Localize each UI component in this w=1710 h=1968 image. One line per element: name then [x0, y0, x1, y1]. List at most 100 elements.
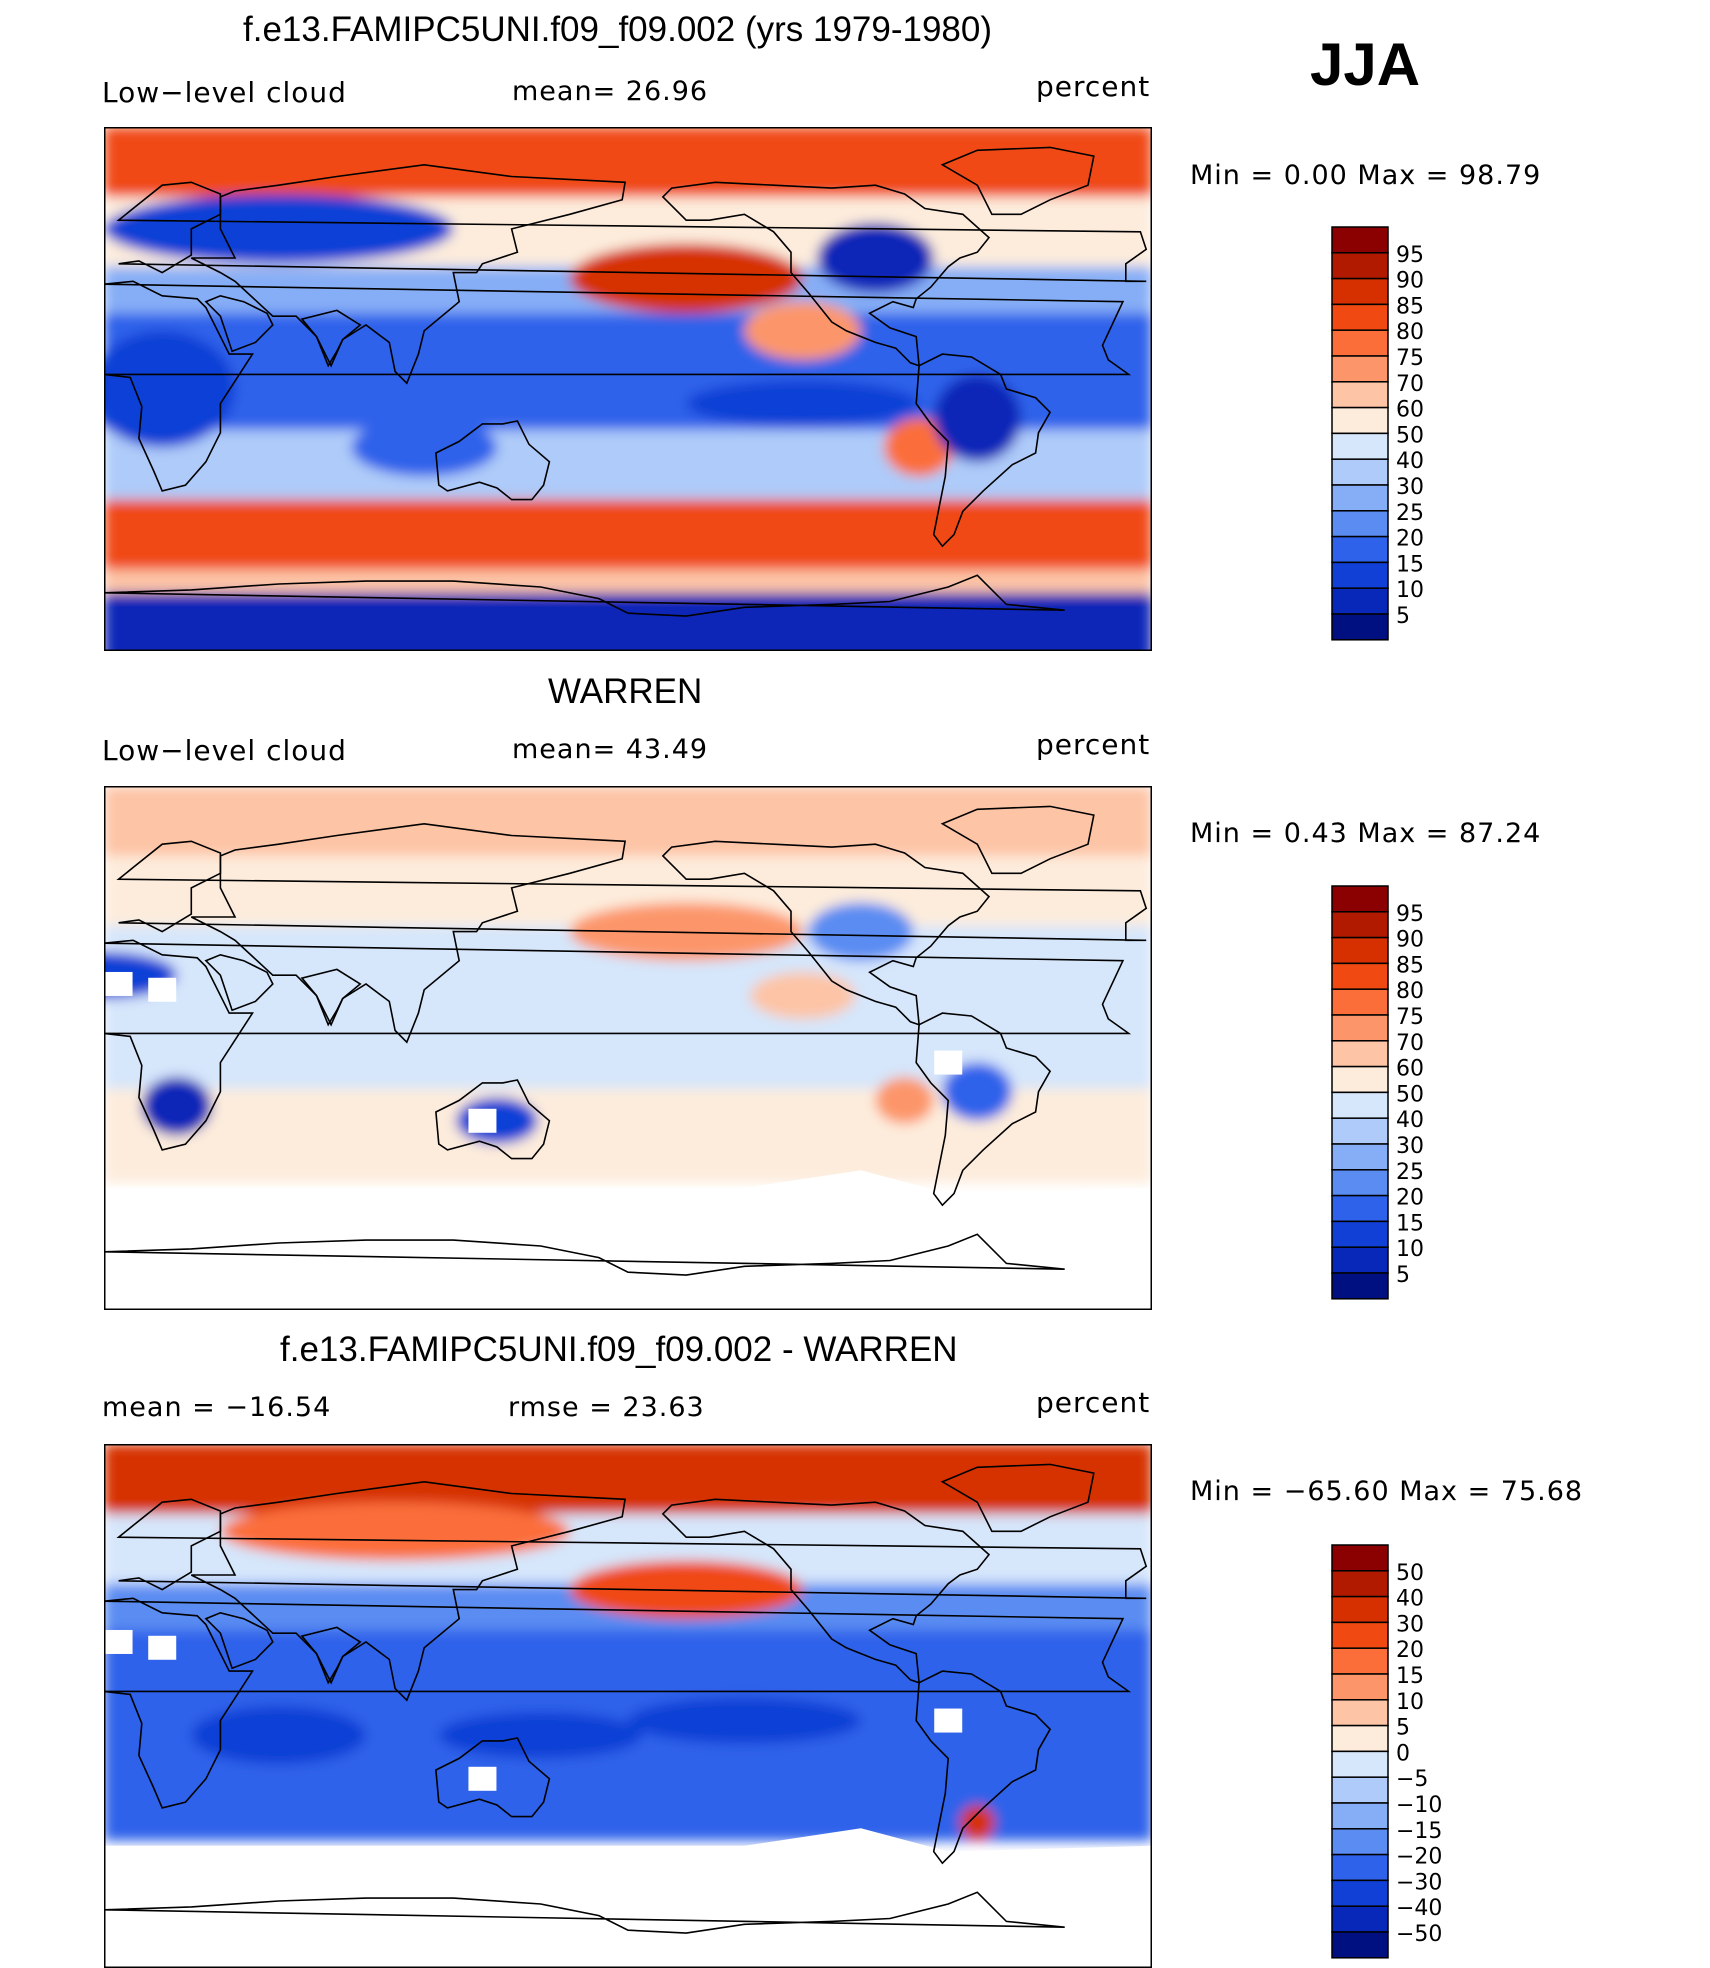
coastline	[204, 294, 274, 353]
colorbar-2-tick-label: 5	[1396, 1263, 1410, 1288]
field-feature	[628, 1697, 861, 1744]
colorbar-2-segment	[1331, 988, 1389, 1016]
coastline	[104, 939, 1132, 1151]
field-feature	[351, 418, 497, 477]
colorbar-1-segment	[1331, 613, 1389, 641]
colorbar-1-segment	[1331, 535, 1389, 564]
coastline	[300, 1626, 362, 1685]
colorbar-1-tick-label: 85	[1396, 294, 1424, 319]
colorbar-2-segment	[1331, 1246, 1389, 1274]
panel-3-rmse-label: rmse = 23.63	[508, 1392, 705, 1423]
missing-data-cell	[934, 1050, 963, 1075]
coastline	[104, 1891, 1065, 1934]
colorbar-2-segment	[1331, 1065, 1389, 1094]
colorbar-3-tick-label: 20	[1396, 1638, 1424, 1663]
field-band	[104, 972, 1152, 997]
colorbar-2-tick-label: 60	[1396, 1057, 1424, 1082]
colorbar-2-segment	[1331, 1220, 1389, 1248]
panel-1-minmax: Min = 0.00 Max = 98.79	[1190, 160, 1542, 191]
missing-data-cell	[104, 1629, 133, 1654]
field-band	[104, 336, 1152, 361]
missing-data-cell	[148, 1635, 177, 1660]
coastline	[661, 840, 991, 1026]
coastline	[435, 420, 551, 501]
colorbar-3-segment	[1331, 1879, 1389, 1907]
panel-3-units-label: percent	[1036, 1386, 1151, 1419]
colorbar-2-tick-label: 40	[1396, 1108, 1424, 1133]
colorbar-1-tick-label: 25	[1396, 501, 1424, 526]
colorbar-3-segment	[1331, 1647, 1389, 1675]
missing-data-cell	[934, 1708, 963, 1733]
colorbar-1-tick-label: 75	[1396, 346, 1424, 371]
colorbar-3-segment	[1331, 1931, 1389, 1959]
coastline	[915, 1670, 1052, 1865]
field-band	[104, 855, 1152, 881]
colorbar-3-segment	[1331, 1544, 1389, 1572]
colorbar-2-tick-label: 50	[1396, 1082, 1424, 1107]
colorbar-3-tick-label: −20	[1396, 1845, 1442, 1870]
colorbar-1-segment	[1331, 277, 1389, 306]
field-band	[104, 809, 1152, 834]
colorbar-1-segment	[1331, 406, 1389, 435]
missing-data-cell	[148, 977, 177, 1002]
colorbar-2-tick-label: 30	[1396, 1134, 1424, 1159]
field-feature	[569, 902, 803, 961]
colorbar-2-tick-label: 70	[1396, 1031, 1424, 1056]
field-band	[104, 1676, 1152, 1702]
colorbar-2-segment	[1331, 936, 1389, 965]
field-band	[104, 1467, 1152, 1492]
coastline	[940, 805, 1095, 875]
field-feature	[569, 1560, 803, 1619]
colorbar-2-segment	[1331, 1091, 1389, 1119]
colorbar-2-tick-label: 75	[1396, 1005, 1424, 1030]
colorbar-3-segment	[1331, 1905, 1389, 1933]
field-feature	[808, 902, 914, 961]
panel-3-mean-label: mean = −16.54	[102, 1392, 332, 1423]
field-band	[104, 1630, 1152, 1655]
colorbar-2-segment	[1331, 1194, 1389, 1223]
coastline	[300, 309, 362, 368]
colorbar-3-segment	[1331, 1776, 1389, 1804]
field-feature	[942, 1062, 1013, 1121]
colorbar-3-segment	[1331, 1570, 1389, 1598]
colorbar-1-tick-label: 70	[1396, 372, 1424, 397]
coastline	[300, 968, 362, 1027]
colorbar-3-segment	[1331, 1724, 1389, 1753]
panel-3-title: f.e13.FAMIPC5UNI.f09_f09.002 - WARREN	[280, 1330, 958, 1369]
panel-1-units-label: percent	[1036, 70, 1151, 103]
colorbar-2-tick-label: 80	[1396, 979, 1424, 1004]
coastline	[915, 1012, 1052, 1207]
colorbar-2-tick-label: 10	[1396, 1237, 1424, 1262]
colorbar-3-segment	[1331, 1853, 1389, 1882]
coastline	[661, 181, 991, 367]
field-feature	[220, 1502, 570, 1561]
colorbar-3-tick-label: 15	[1396, 1664, 1424, 1689]
colorbar-3-tick-label: −40	[1396, 1896, 1442, 1921]
coastline	[104, 1233, 1065, 1276]
colorbar-3-segment	[1331, 1673, 1389, 1701]
coastline	[204, 953, 274, 1012]
colorbar-1-tick-label: 95	[1396, 243, 1424, 268]
field-band	[104, 1490, 1152, 1515]
coastline	[116, 1498, 1148, 1600]
colorbar-1-tick-label: 90	[1396, 269, 1424, 294]
colorbar-1-segment	[1331, 484, 1389, 512]
coastline	[104, 1597, 1132, 1809]
field-band	[104, 1042, 1152, 1067]
missing-data-cell	[468, 1108, 497, 1133]
panel-2-map	[104, 786, 1152, 1310]
panel-1-variable-label: Low−level cloud	[102, 76, 347, 109]
colorbar-1-segment	[1331, 226, 1389, 254]
missing-data-region	[104, 1828, 1152, 1968]
colorbar-3-segment	[1331, 1621, 1389, 1649]
colorbar-1-segment	[1331, 381, 1389, 409]
colorbar-3-tick-label: 40	[1396, 1587, 1424, 1612]
panel-2-title: WARREN	[548, 672, 703, 711]
colorbar-3-segment	[1331, 1750, 1389, 1778]
colorbar-3-tick-label: 0	[1396, 1741, 1410, 1766]
map-frame	[104, 786, 1152, 1310]
panel-2-mean-label: mean= 43.49	[512, 734, 709, 765]
